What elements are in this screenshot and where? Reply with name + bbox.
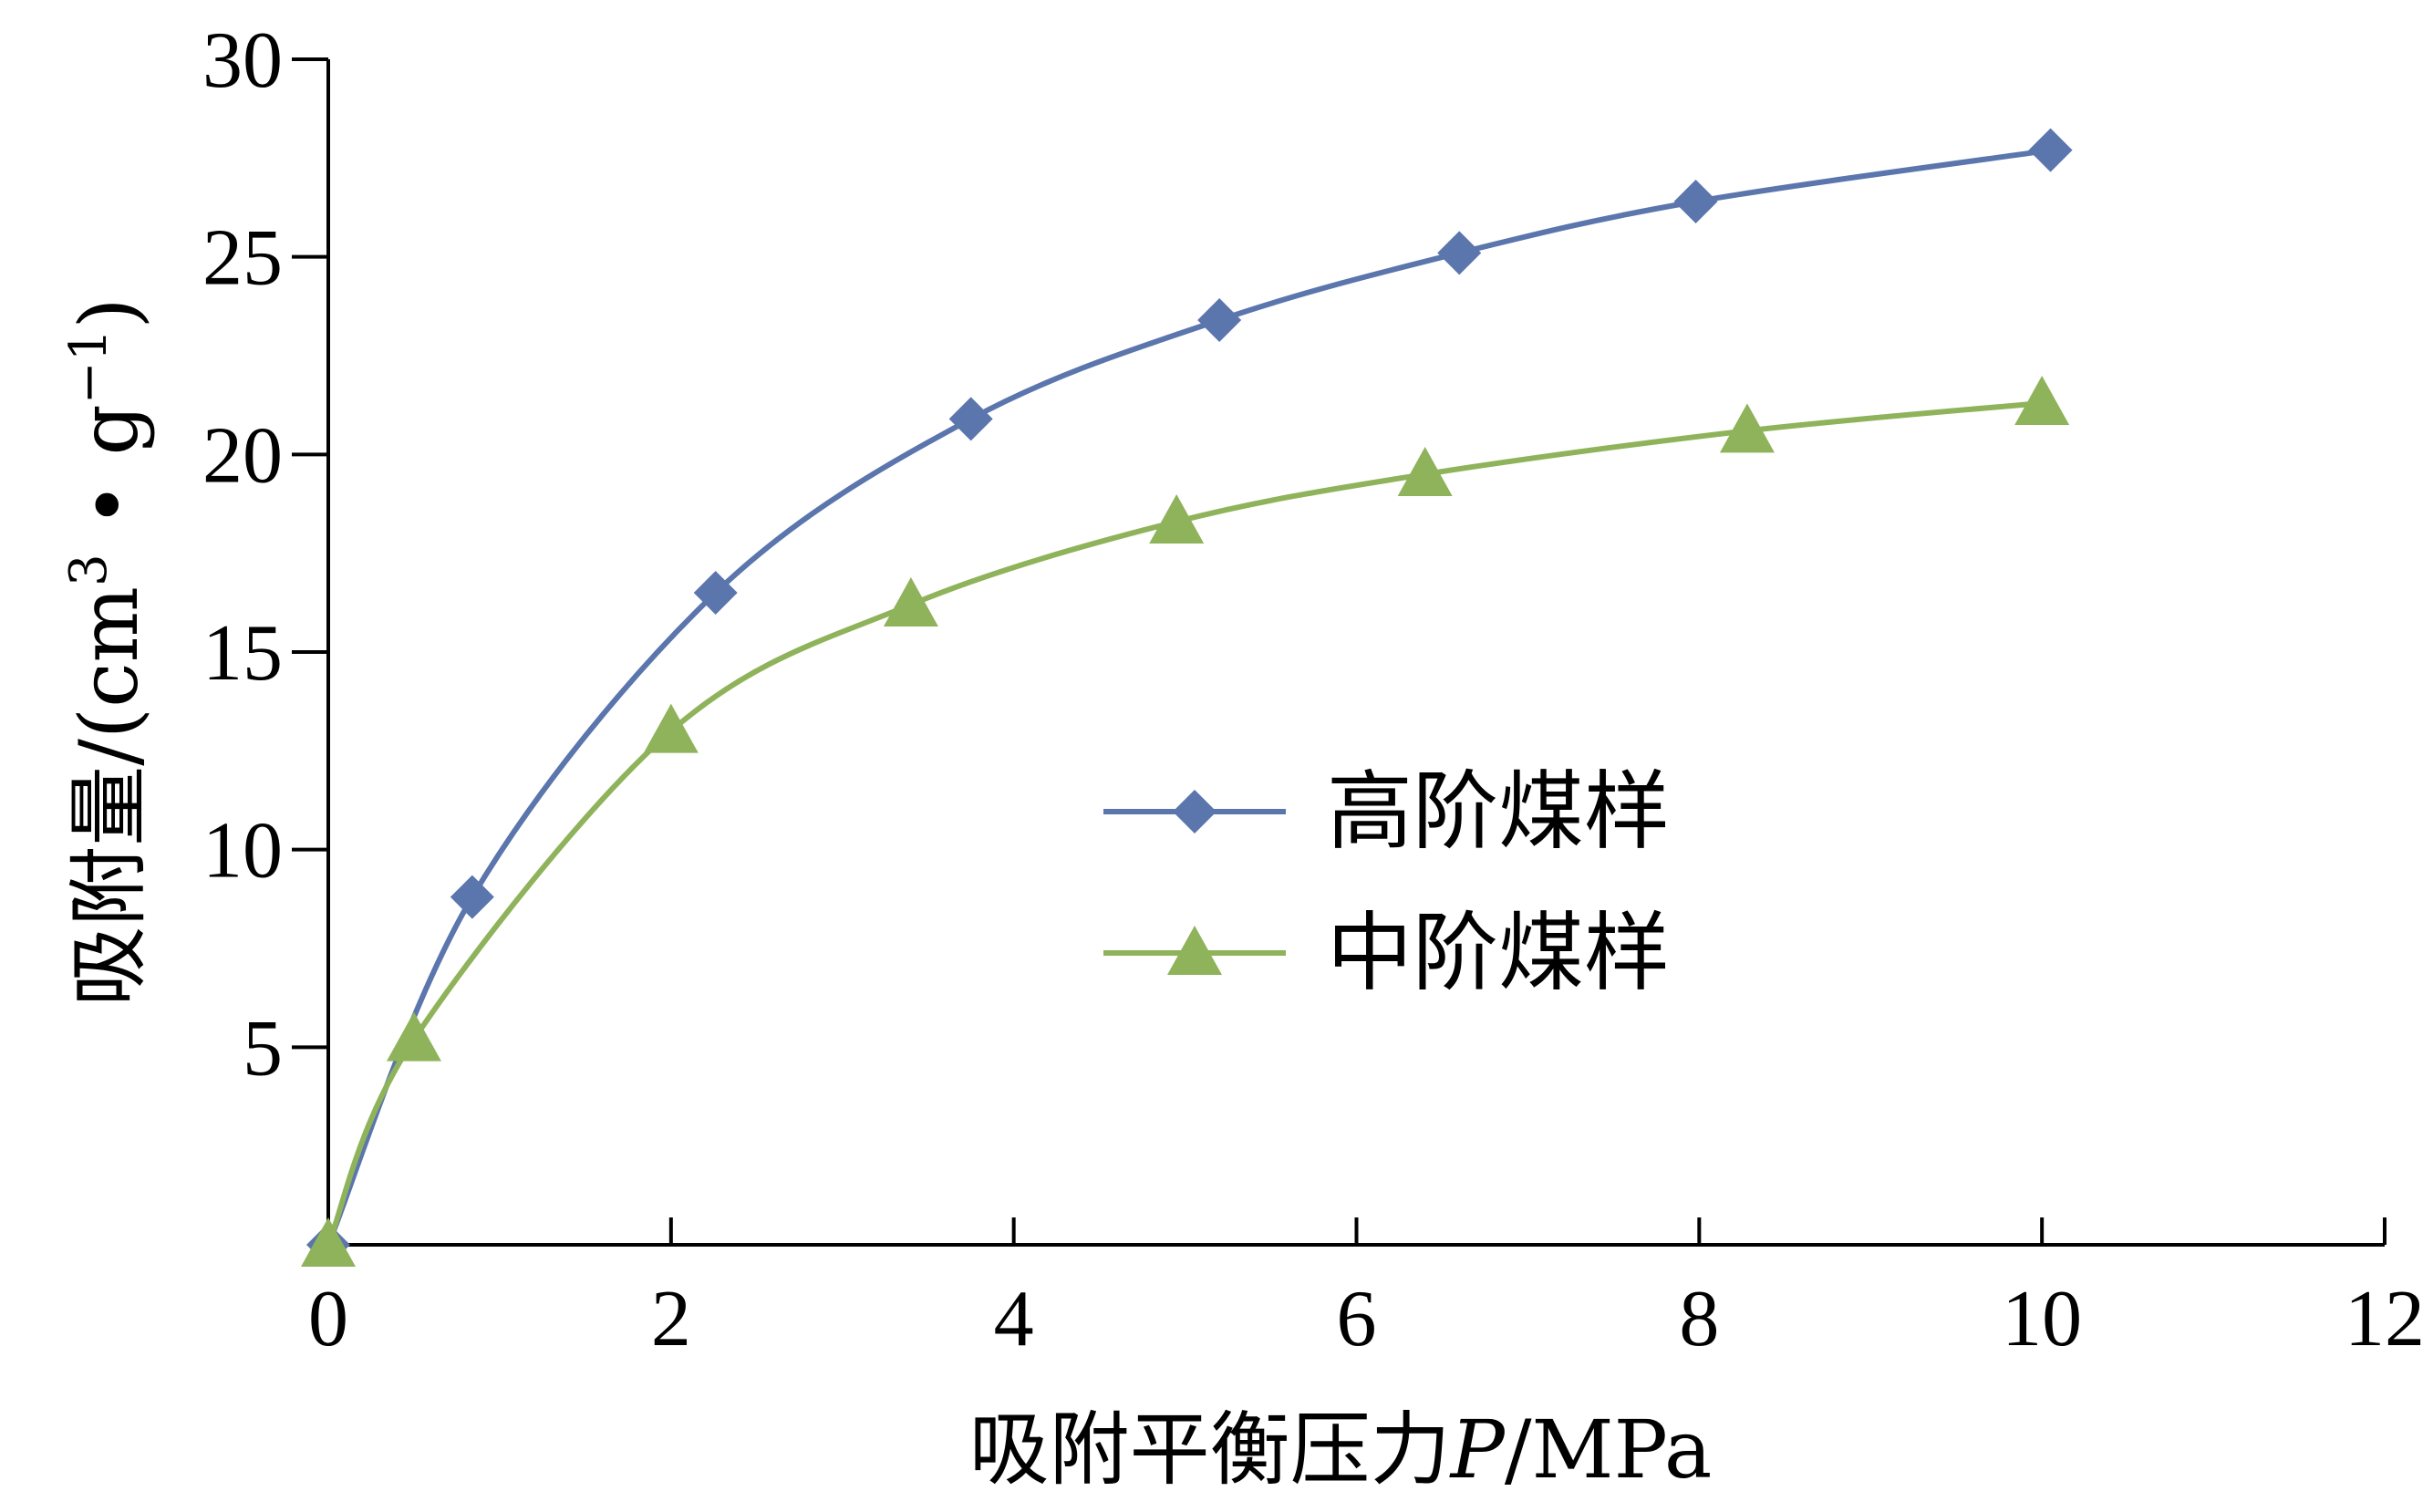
x-axis-title-prefix: 吸附平衡压力 (969, 1403, 1451, 1496)
x-axis-title-variable: P (1449, 1403, 1506, 1496)
axes (326, 59, 2385, 1247)
triangle-data-point (883, 577, 938, 627)
series-line (326, 147, 2051, 1247)
y-ticks: 5 10 15 20 25 30 (202, 16, 328, 1093)
series-layer (301, 128, 2073, 1267)
diamond-data-point (1437, 231, 1482, 275)
triangle-data-point (2014, 376, 2070, 425)
diamond-data-point (948, 397, 993, 441)
legend-item: 高阶煤样 (1103, 762, 1670, 862)
y-tick-label: 5 (243, 1004, 283, 1093)
series-2 (301, 376, 2070, 1267)
x-axis-title-unit: /MPa (1505, 1403, 1712, 1496)
legend-label: 高阶煤样 (1327, 762, 1670, 862)
series-line (326, 400, 2043, 1247)
diamond-data-point (1673, 180, 1718, 223)
triangle-data-point (301, 1217, 356, 1267)
diamond-data-point (2028, 128, 2073, 172)
x-ticks: 0 2 4 6 8 10 12 (308, 1217, 2425, 1363)
legend-triangle-marker (1167, 926, 1222, 975)
y-axis-title: 吸附量/(cm3 • g−1) (59, 297, 156, 1006)
y-axis-title-sup1: 3 (59, 554, 119, 586)
x-tick-label: 2 (651, 1275, 691, 1363)
x-axis-title: 吸附平衡压力P/MPa (969, 1403, 1713, 1496)
triangle-data-point (643, 703, 699, 753)
y-tick-label: 30 (202, 16, 283, 105)
series-1 (306, 128, 2073, 1267)
x-tick-label: 10 (2002, 1275, 2082, 1363)
diamond-data-point (450, 875, 494, 919)
triangle-data-point (386, 1011, 441, 1062)
y-axis-title-sup2: −1 (59, 329, 119, 405)
y-axis-title-suffix: ) (62, 297, 156, 328)
y-tick-label: 15 (202, 609, 283, 698)
triangle-data-point (1397, 447, 1453, 496)
x-tick-label: 4 (994, 1275, 1034, 1363)
legend-diamond-marker (1173, 790, 1216, 834)
diamond-data-point (1197, 298, 1242, 342)
triangle-data-point (1149, 494, 1205, 544)
y-tick-label: 10 (202, 807, 283, 896)
y-tick-label: 20 (202, 411, 283, 500)
x-tick-label: 12 (2345, 1275, 2425, 1363)
diamond-data-point (693, 571, 738, 615)
triangle-data-point (1719, 403, 1775, 453)
x-tick-label: 8 (1679, 1275, 1719, 1363)
x-tick-label: 0 (308, 1275, 348, 1363)
legend-label: 中阶煤样 (1327, 904, 1670, 1003)
legend-item: 中阶煤样 (1103, 904, 1670, 1003)
y-tick-label: 25 (202, 214, 283, 303)
x-tick-label: 6 (1337, 1275, 1377, 1363)
y-axis-title-prefix: 吸附量/(cm (62, 586, 156, 1007)
y-axis-title-mid: • g (62, 404, 156, 554)
